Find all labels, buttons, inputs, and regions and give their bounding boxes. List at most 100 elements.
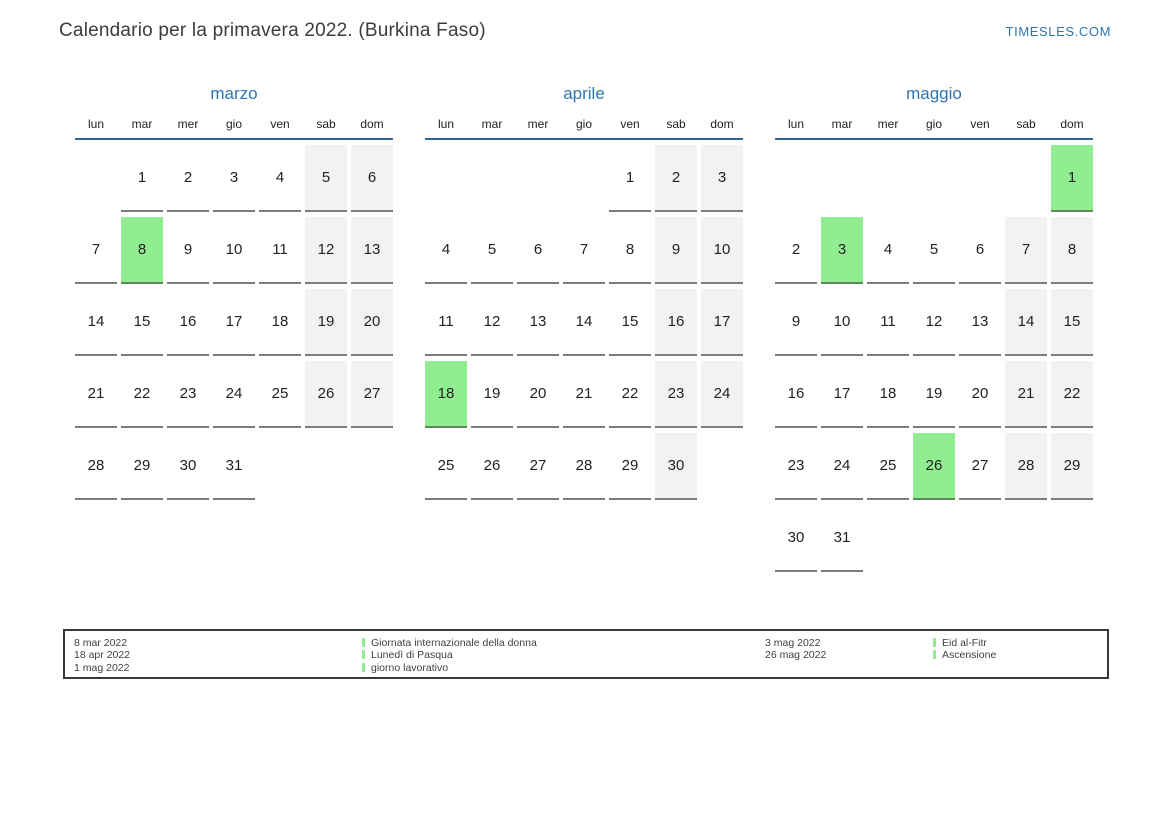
day-cell: 7 <box>563 217 605 284</box>
legend-dates-group-1: 8 mar 2022 18 apr 2022 1 mag 2022 <box>74 637 130 674</box>
month-title: maggio <box>906 84 962 103</box>
day-cell: 16 <box>655 289 697 356</box>
week-row: 23 24 25 26 27 28 29 <box>775 433 1093 500</box>
day-cell: 7 <box>75 217 117 284</box>
day-cell: 11 <box>259 217 301 284</box>
legend-date: 8 mar 2022 <box>74 637 128 649</box>
day-cell: 30 <box>775 505 817 572</box>
day-cell: 31 <box>213 433 255 500</box>
day-cell-empty <box>1005 505 1047 572</box>
day-cell: 22 <box>121 361 163 428</box>
day-cell: 18 <box>425 361 467 428</box>
day-cell: 5 <box>471 217 513 284</box>
day-cell: 13 <box>959 289 1001 356</box>
day-cell: 25 <box>867 433 909 500</box>
month-title: marzo <box>210 84 258 103</box>
weekday-label: sab <box>1016 117 1036 131</box>
weekday-label: ven <box>620 117 640 131</box>
day-cell: 8 <box>1051 217 1093 284</box>
day-cell: 12 <box>305 217 347 284</box>
week-row: 30 31 <box>775 505 1093 572</box>
day-cell: 2 <box>775 217 817 284</box>
day-cell-empty <box>425 145 467 212</box>
day-cell-empty <box>701 433 743 500</box>
day-cell: 9 <box>167 217 209 284</box>
day-cell-empty <box>563 145 605 212</box>
day-cell: 26 <box>471 433 513 500</box>
calendars: marzo lun mar mer gio ven sab dom 1 2 3 4 5 6 7 8 9 10 11 1… <box>75 84 1093 572</box>
day-cell: 15 <box>609 289 651 356</box>
week-row: 9 10 11 12 13 14 15 <box>775 289 1093 356</box>
day-cell: 30 <box>167 433 209 500</box>
page-title: Calendario per la primavera 2022. (Burki… <box>59 20 486 41</box>
day-cell: 17 <box>821 361 863 428</box>
day-cell: 15 <box>1051 289 1093 356</box>
day-cell: 11 <box>425 289 467 356</box>
day-cell: 6 <box>517 217 559 284</box>
day-cell-empty <box>351 433 393 500</box>
legend-date: 3 mag 2022 <box>765 637 821 649</box>
legend-holiday-name: Ascensione <box>933 649 996 661</box>
weekday-label: dom <box>1060 117 1084 131</box>
day-cell: 9 <box>655 217 697 284</box>
holiday-marker-icon <box>362 662 365 672</box>
day-cell: 21 <box>563 361 605 428</box>
day-cell-empty <box>259 433 301 500</box>
day-cell: 16 <box>775 361 817 428</box>
weekday-header-row: lun mar mer gio ven sab dom <box>775 118 1093 140</box>
day-cell: 27 <box>959 433 1001 500</box>
legend-holiday-name: Giornata internazionale della donna <box>362 637 537 649</box>
week-row: 11 12 13 14 15 16 17 <box>425 289 743 356</box>
day-cell-empty <box>775 145 817 212</box>
day-cell: 18 <box>259 289 301 356</box>
legend-holiday-name: giorno lavorativo <box>362 662 537 674</box>
day-cell: 17 <box>701 289 743 356</box>
day-cell: 20 <box>351 289 393 356</box>
day-cell: 8 <box>609 217 651 284</box>
weekday-label: gio <box>925 117 942 131</box>
day-cell: 26 <box>305 361 347 428</box>
day-cell: 25 <box>425 433 467 500</box>
day-cell: 24 <box>821 433 863 500</box>
day-cell: 29 <box>1051 433 1093 500</box>
day-cell: 25 <box>259 361 301 428</box>
day-cell: 21 <box>1005 361 1047 428</box>
day-cell: 4 <box>867 217 909 284</box>
day-cell: 23 <box>775 433 817 500</box>
weekday-header-row: lun mar mer gio ven sab dom <box>75 118 393 140</box>
day-cell: 28 <box>75 433 117 500</box>
weekday-label: mer <box>527 117 549 131</box>
day-cell: 30 <box>655 433 697 500</box>
legend-date: 26 mag 2022 <box>765 649 827 662</box>
day-cell-empty <box>471 145 513 212</box>
weekday-label: sab <box>666 117 686 131</box>
day-cell: 6 <box>351 145 393 212</box>
weekday-label: lun <box>87 117 104 131</box>
day-cell: 14 <box>1005 289 1047 356</box>
day-cell: 29 <box>121 433 163 500</box>
day-cell-empty <box>867 145 909 212</box>
day-cell: 11 <box>867 289 909 356</box>
week-row: 16 17 18 19 20 21 22 <box>775 361 1093 428</box>
weekday-label: ven <box>270 117 290 131</box>
day-cell: 23 <box>167 361 209 428</box>
day-cell: 1 <box>609 145 651 212</box>
day-cell-empty <box>959 505 1001 572</box>
week-row: 25 26 27 28 29 30 <box>425 433 743 500</box>
day-cell: 1 <box>121 145 163 212</box>
calendar-aprile: aprile lun mar mer gio ven sab dom 1 2 3 4 5 6 7 8 9 10 11… <box>425 84 743 572</box>
legend-names-group-1: Giornata internazionale della donna Luned… <box>362 637 537 674</box>
day-cell: 2 <box>167 145 209 212</box>
weekday-label: ven <box>970 117 990 131</box>
site-link[interactable]: TIMESLES.COM <box>1005 24 1111 39</box>
day-cell: 19 <box>913 361 955 428</box>
day-cell: 4 <box>425 217 467 284</box>
day-cell: 10 <box>213 217 255 284</box>
legend-date: 18 apr 2022 <box>74 649 131 662</box>
day-cell: 14 <box>75 289 117 356</box>
week-row: 4 5 6 7 8 9 10 <box>425 217 743 284</box>
day-cell: 22 <box>609 361 651 428</box>
day-cell: 12 <box>913 289 955 356</box>
